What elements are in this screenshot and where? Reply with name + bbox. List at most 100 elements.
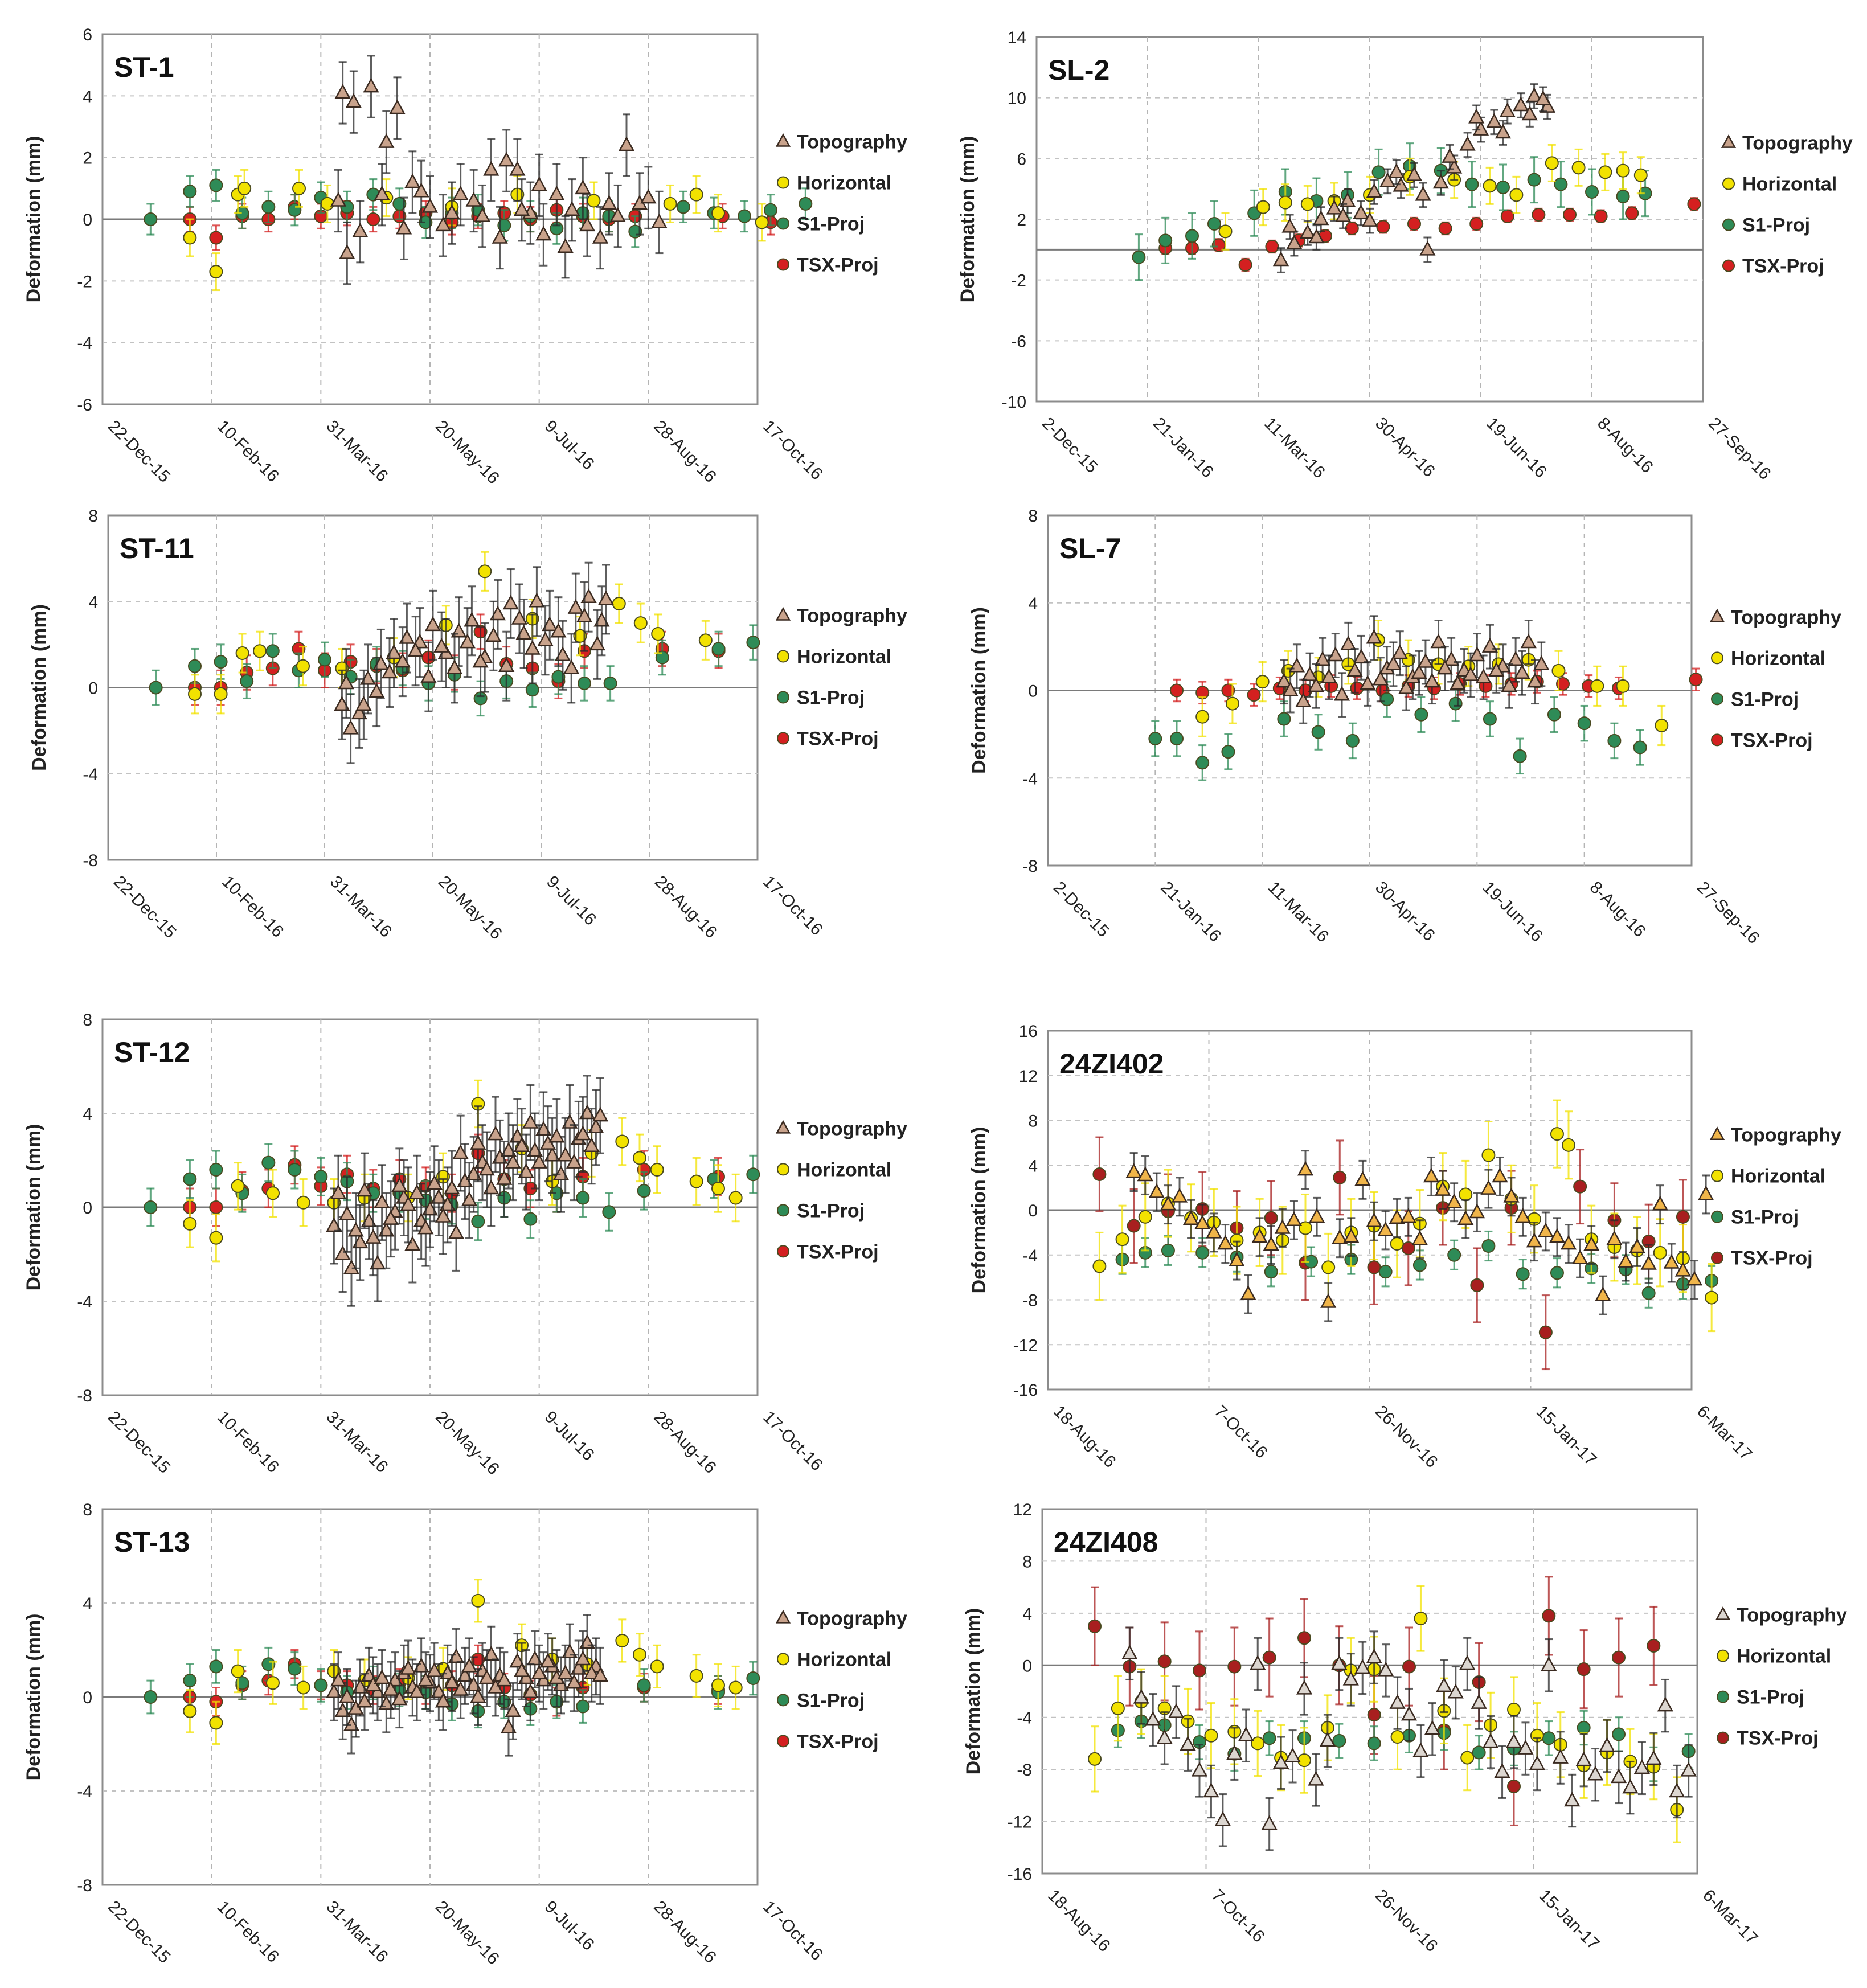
sl-7-horizontal-point <box>1196 711 1209 723</box>
sl-2-tsx-proj-point <box>1470 218 1483 230</box>
24zi408-y-tick-label: -12 <box>1008 1813 1032 1832</box>
st-11-x-tick-label: 20-May-16 <box>435 872 506 944</box>
sl-2-legend-s1-proj-marker <box>1723 219 1734 231</box>
st-13-x-tick-label: 9-Jul-16 <box>541 1897 598 1954</box>
sl-2-horizontal-point <box>1219 225 1232 237</box>
sl-7-x-tick-label: 27-Sep-16 <box>1693 878 1763 948</box>
st-11-horizontal-point <box>652 628 664 640</box>
panel-24zi408: 18-Aug-16 7-Oct-16 26-Nov-16 15-Jan-17 6-Mar… <box>963 1501 1847 1956</box>
24zi402-tsx-proj-point <box>1333 1171 1346 1184</box>
st-1-x-tick-label: 9-Jul-16 <box>541 417 598 474</box>
sl-7-y-axis-label: Deformation (mm) <box>968 607 990 774</box>
24zi402-s1-proj-point <box>1414 1259 1426 1271</box>
24zi402-y-tick-label: 8 <box>1028 1112 1038 1131</box>
24zi408-horizontal-point <box>1088 1753 1101 1765</box>
24zi408-tsx-proj-point <box>1647 1639 1660 1652</box>
st-11-legend-horizontal-marker <box>777 650 789 662</box>
st-11-panel-title: ST-11 <box>120 532 194 564</box>
sl-7-s1-proj-point <box>1578 717 1591 729</box>
sl-7-s1-proj-point <box>1278 712 1290 725</box>
sl-7-legend-tsx-proj-marker <box>1712 734 1723 745</box>
st-12-y-tick-label: 8 <box>83 1011 92 1030</box>
st-1-legend-horizontal-label: Horizontal <box>797 173 891 194</box>
st-13-x-tick-label: 31-Mar-16 <box>322 1897 391 1966</box>
st-13-y-tick-label: -4 <box>77 1782 92 1801</box>
st-12-legend-topography-marker <box>777 1121 789 1133</box>
24zi408-s1-proj-point <box>1473 1746 1485 1759</box>
st-12-s1-proj-point <box>262 1157 275 1169</box>
st-11-s1-proj-point <box>240 675 253 687</box>
24zi402-horizontal-point <box>1322 1261 1334 1273</box>
st-1-x-tick-label: 20-May-16 <box>432 417 503 488</box>
st-11-s1-proj-point <box>267 645 279 657</box>
st-12-s1-proj-point <box>472 1215 484 1228</box>
st-11-horizontal-point <box>478 565 491 577</box>
st-1-legend-topography-marker <box>777 135 789 146</box>
st-12-panel-title: ST-12 <box>114 1036 190 1068</box>
sl-2-legend-topography-marker <box>1722 136 1735 147</box>
st-11-x-tick-label: 17-Oct-16 <box>759 872 826 940</box>
sl-2-x-tick-label: 2-Dec-15 <box>1038 414 1102 477</box>
st-11-legend-horizontal-label: Horizontal <box>797 646 891 667</box>
sl-7-horizontal-point <box>1655 719 1668 732</box>
st-13-panel-title: ST-13 <box>114 1526 190 1558</box>
st-12-horizontal-point <box>210 1232 222 1244</box>
sl-2-horizontal-point <box>1510 188 1522 201</box>
st-1-horizontal-point <box>210 265 222 278</box>
24zi408-horizontal-point <box>1251 1737 1264 1749</box>
24zi408-tsx-proj-point <box>1263 1651 1276 1664</box>
24zi408-tsx-proj-point <box>1158 1655 1171 1667</box>
st-11-legend-tsx-proj-label: TSX-Proj <box>797 728 879 749</box>
st-11-s1-proj-point <box>578 677 591 690</box>
24zi408-legend-s1-proj-marker <box>1717 1691 1729 1703</box>
st-13-x-tick-label: 20-May-16 <box>432 1897 503 1969</box>
st-1-legend-s1-proj-marker <box>777 218 789 229</box>
24zi408-horizontal-point <box>1391 1731 1404 1743</box>
24zi402-horizontal-point <box>1299 1222 1312 1235</box>
st-13-s1-proj-point <box>314 1679 327 1691</box>
st-13-legend-horizontal-marker <box>777 1653 789 1665</box>
st-11-s1-proj-point <box>318 653 331 666</box>
st-1-y-tick-label: 2 <box>83 149 92 168</box>
24zi408-legend-topography-label: Topography <box>1737 1605 1847 1626</box>
st-1-s1-proj-point <box>738 210 751 223</box>
24zi402-legend-tsx-proj-marker <box>1712 1252 1723 1264</box>
st-1-s1-proj-point <box>799 198 812 210</box>
sl-2-tsx-proj-point <box>1266 240 1278 253</box>
sl-2-horizontal-point <box>1546 157 1558 169</box>
st-12-s1-proj-point <box>603 1206 615 1218</box>
24zi402-topography-point <box>1699 1187 1713 1199</box>
st-12-x-tick-label: 9-Jul-16 <box>541 1408 598 1465</box>
st-12-x-tick-label: 28-Aug-16 <box>650 1408 719 1477</box>
sl-2-x-tick-label: 8-Aug-16 <box>1594 414 1657 477</box>
sl-7-s1-proj-point <box>1196 756 1209 769</box>
st-12-legend-horizontal-marker <box>777 1163 789 1175</box>
sl-7-legend-topography-marker <box>1711 610 1723 621</box>
st-1-x-tick-label: 31-Mar-16 <box>322 417 391 486</box>
st-13-s1-proj-point <box>210 1660 222 1673</box>
st-12-horizontal-point <box>232 1180 244 1192</box>
sl-7-s1-proj-point <box>1608 735 1620 747</box>
st-13-horizontal-point <box>472 1595 484 1607</box>
24zi402-y-tick-label: -4 <box>1022 1247 1038 1265</box>
st-11-y-axis-label: Deformation (mm) <box>28 604 50 771</box>
st-13-horizontal-point <box>210 1716 222 1729</box>
sl-7-legend-s1-proj-label: S1-Proj <box>1731 688 1799 710</box>
st-1-y-tick-label: 0 <box>83 211 92 229</box>
24zi408-legend-s1-proj-label: S1-Proj <box>1737 1687 1804 1708</box>
sl-7-s1-proj-point <box>1484 712 1496 725</box>
st-13-legend-s1-proj-marker <box>777 1694 789 1706</box>
24zi408-horizontal-point <box>1298 1754 1311 1766</box>
24zi408-y-tick-label: 0 <box>1022 1657 1032 1675</box>
sl-2-x-tick-label: 27-Sep-16 <box>1705 414 1774 483</box>
st-13-s1-proj-point <box>747 1672 759 1684</box>
st-12-legend-s1-proj-marker <box>777 1204 789 1216</box>
24zi402-horizontal-point <box>1705 1292 1718 1304</box>
24zi408-y-tick-label: -8 <box>1017 1761 1032 1780</box>
st-13-horizontal-point <box>690 1670 703 1682</box>
st-1-y-tick-label: -4 <box>77 334 92 353</box>
24zi402-y-tick-label: 0 <box>1028 1202 1038 1220</box>
st-12-s1-proj-point <box>747 1168 759 1180</box>
sl-2-legend-horizontal-label: Horizontal <box>1742 174 1837 195</box>
24zi408-y-tick-label: -4 <box>1017 1709 1032 1728</box>
